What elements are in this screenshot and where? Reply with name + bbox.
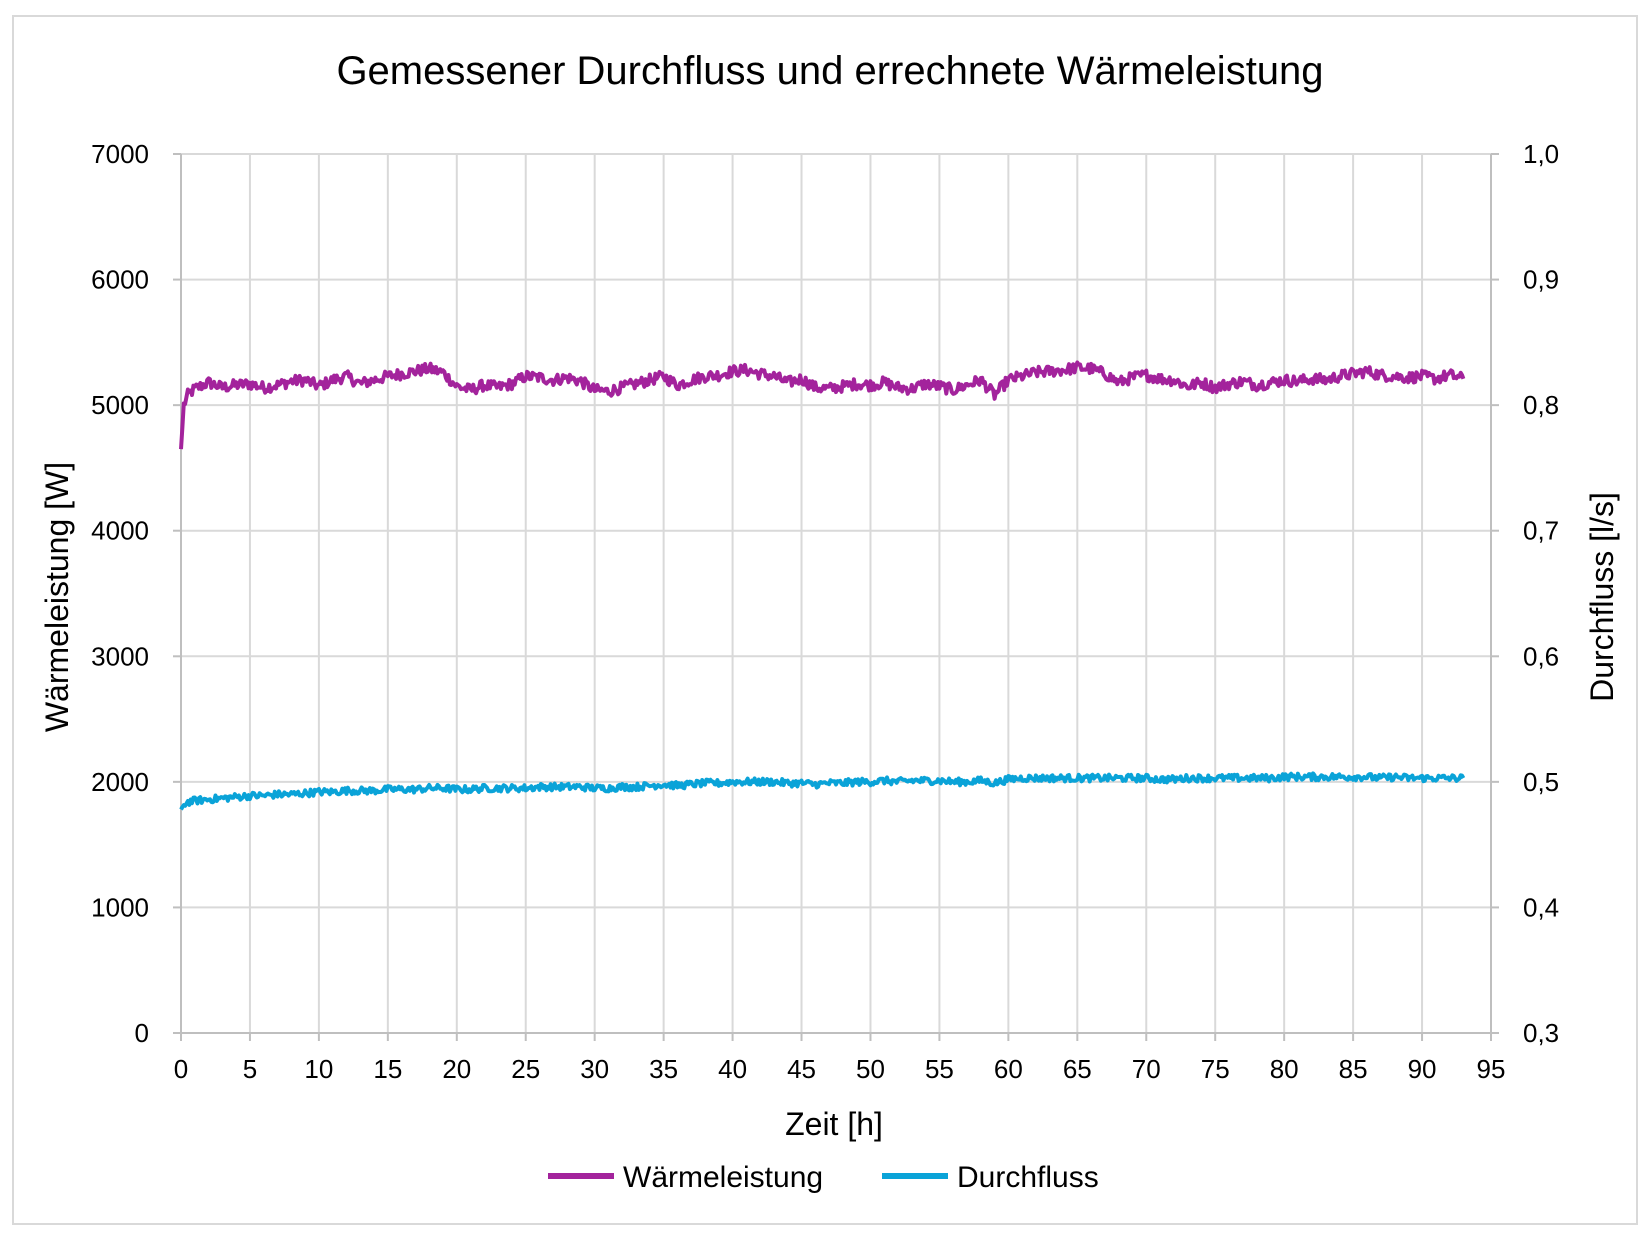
x-tick-label: 15 xyxy=(373,1054,402,1084)
y-tick-label: 5000 xyxy=(91,390,149,420)
x-tick-label: 35 xyxy=(649,1054,678,1084)
y2-tick-label: 0,8 xyxy=(1523,390,1559,420)
x-tick-label: 40 xyxy=(718,1054,747,1084)
y-tick-label: 6000 xyxy=(91,265,149,295)
y2-tick-label: 0,6 xyxy=(1523,641,1559,671)
x-tick-label: 60 xyxy=(994,1054,1023,1084)
y-tick-label: 0 xyxy=(135,1018,149,1048)
x-tick-label: 65 xyxy=(1063,1054,1092,1084)
chart-frame xyxy=(12,15,1638,1225)
x-tick-label: 50 xyxy=(856,1054,885,1084)
x-tick-label: 75 xyxy=(1201,1054,1230,1084)
legend-label-durchfluss: Durchfluss xyxy=(957,1161,1099,1194)
y-tick-label: 2000 xyxy=(91,767,149,797)
x-tick-label: 25 xyxy=(511,1054,540,1084)
y-tick-label: 7000 xyxy=(91,139,149,169)
y-axis-title: Wärmeleistung [W] xyxy=(39,462,75,732)
y2-tick-label: 0,7 xyxy=(1523,516,1559,546)
x-tick-label: 80 xyxy=(1270,1054,1299,1084)
y-tick-label: 1000 xyxy=(91,892,149,922)
series-line-durchfluss xyxy=(179,771,1466,811)
chart-title: Gemessener Durchfluss und errechnete Wär… xyxy=(336,49,1323,93)
x-tick-label: 45 xyxy=(787,1054,816,1084)
x-tick-label: 0 xyxy=(174,1054,188,1084)
y-tick-label: 4000 xyxy=(91,516,149,546)
x-tick-label: 85 xyxy=(1339,1054,1368,1084)
x-tick-label: 5 xyxy=(243,1054,257,1084)
series-layer xyxy=(179,360,1466,811)
y2-tick-label: 0,4 xyxy=(1523,892,1559,922)
x-tick-label: 30 xyxy=(580,1054,609,1084)
y2-tick-label: 0,3 xyxy=(1523,1018,1559,1048)
series-line-waermeleistung xyxy=(179,360,1466,450)
legend: Wärmeleistung Durchfluss xyxy=(548,1161,1099,1194)
tick-labels: 0 5 10 15 20 25 30 35 40 45 50 55 60 65 70 75 80 85 90 95 0 1… xyxy=(91,139,1559,1084)
x-tick-label: 10 xyxy=(304,1054,333,1084)
y2-tick-label: 0,5 xyxy=(1523,767,1559,797)
x-axis-title: Zeit [h] xyxy=(785,1106,883,1142)
y2-tick-label: 0,9 xyxy=(1523,265,1559,295)
grid xyxy=(181,153,1492,1033)
axes xyxy=(173,153,1499,1041)
y2-axis-title: Durchfluss [l/s] xyxy=(1584,492,1620,702)
y-tick-label: 3000 xyxy=(91,641,149,671)
y2-tick-label: 1,0 xyxy=(1523,139,1559,169)
legend-label-waermeleistung: Wärmeleistung xyxy=(623,1161,823,1194)
x-tick-label: 95 xyxy=(1477,1054,1506,1084)
x-tick-label: 55 xyxy=(925,1054,954,1084)
x-tick-label: 70 xyxy=(1132,1054,1161,1084)
x-tick-label: 20 xyxy=(442,1054,471,1084)
x-tick-label: 90 xyxy=(1408,1054,1437,1084)
